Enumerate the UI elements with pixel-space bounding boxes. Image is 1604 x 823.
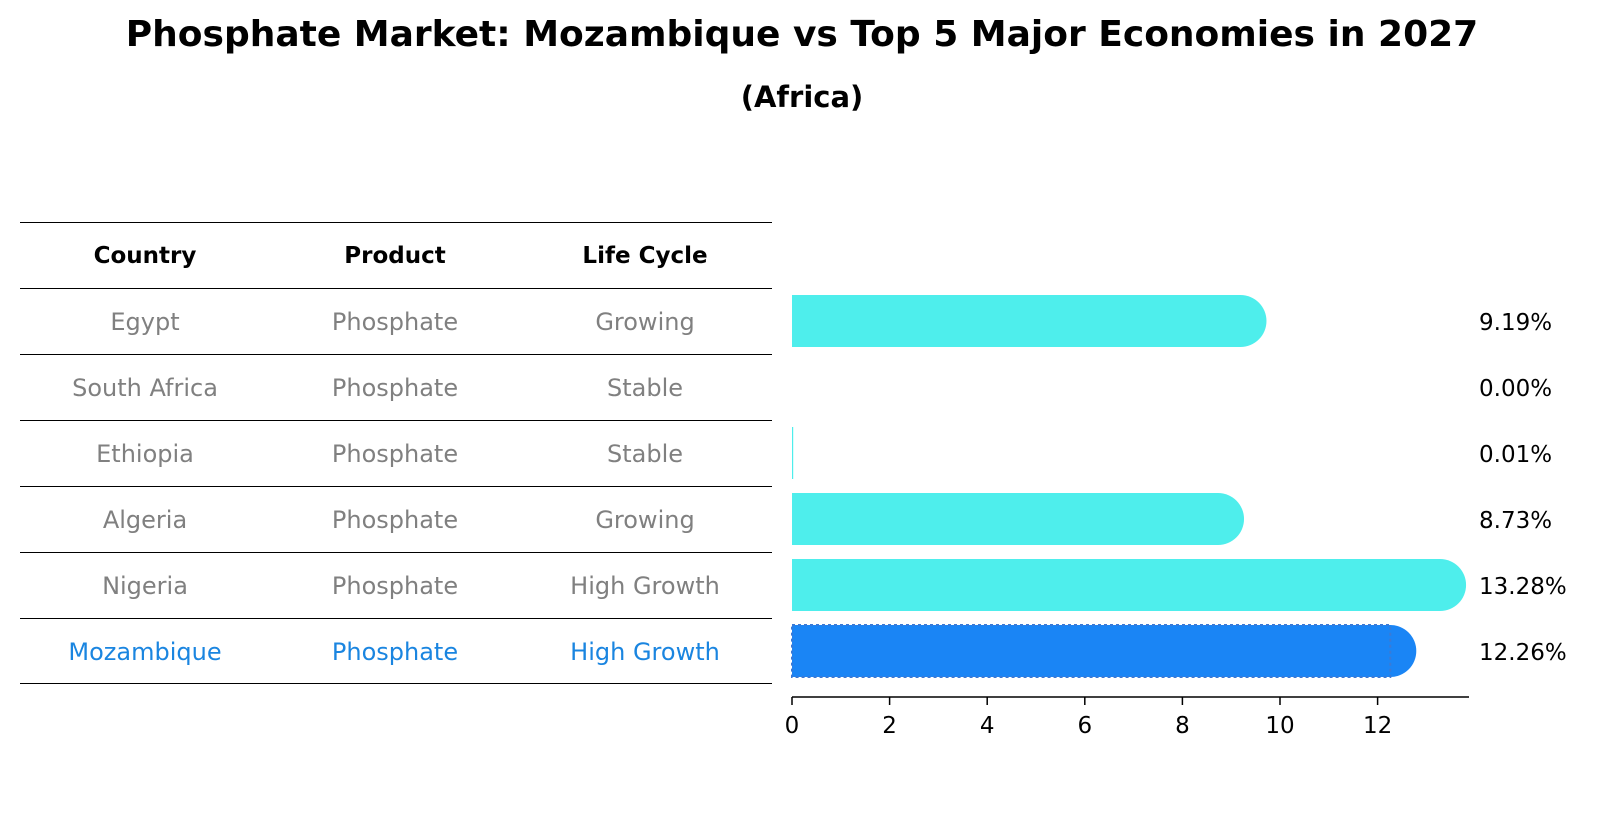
table-row-highlighted: Mozambique Phosphate High Growth [20,618,772,684]
bar-nigeria [792,559,1467,611]
life-cycle-cell: High Growth [570,638,720,666]
value-label: 8.73% [1479,508,1552,534]
chart-subtitle: (Africa) [740,80,864,114]
table-row: South Africa Phosphate Stable [20,354,772,420]
table-row: Egypt Phosphate Growing [20,288,772,354]
table-row: Algeria Phosphate Growing [20,486,772,552]
life-cycle-cell: Stable [606,374,684,402]
x-tick-label: 2 [882,713,897,739]
value-label: 9.19% [1479,310,1552,336]
life-cycle-cell: Growing [595,308,695,336]
bar-mozambique [792,625,1417,677]
x-tick-label: 10 [1265,713,1294,739]
country-cell: Mozambique [68,638,222,666]
value-label: 12.26% [1479,640,1567,666]
bar-ethiopia [792,427,794,479]
life-cycle-cell: Stable [606,440,684,468]
x-axis: 0 2 4 6 8 10 12 [785,696,1469,739]
bar-egypt [792,295,1267,347]
chart-title: Phosphate Market: Mozambique vs Top 5 Ma… [125,14,1479,55]
country-cell: Ethiopia [96,440,194,468]
product-cell: Phosphate [331,506,459,534]
value-label: 13.28% [1479,574,1567,600]
x-tick-label: 4 [980,713,995,739]
value-labels-group: 9.19% 0.00% 0.01% 8.73% 13.28% 12.26% [1479,310,1567,666]
value-label: 0.00% [1479,376,1552,402]
table-header-row: Country Product Life Cycle [20,222,772,288]
x-tick-label: 8 [1175,713,1190,739]
country-cell: South Africa [72,374,218,402]
bar-algeria [792,493,1245,545]
highlight-outline [791,624,1392,678]
table-row: Nigeria Phosphate High Growth [20,552,772,618]
country-cell: Algeria [102,506,188,534]
product-cell: Phosphate [331,308,459,336]
table-row: Ethiopia Phosphate Stable [20,420,772,486]
bars-group [791,295,1467,678]
life-cycle-cell: Growing [595,506,695,534]
value-label: 0.01% [1479,442,1552,468]
x-tick-label: 0 [785,713,800,739]
header-product: Product [344,243,446,269]
x-tick-label: 12 [1363,713,1392,739]
country-cell: Nigeria [102,572,188,600]
header-country: Country [93,243,197,269]
product-cell: Phosphate [331,440,459,468]
product-cell: Phosphate [331,572,459,600]
x-tick-label: 6 [1077,713,1092,739]
product-cell: Phosphate [331,638,459,666]
country-cell: Egypt [110,308,180,336]
data-table: Country Product Life Cycle Egypt Phospha… [20,222,772,684]
life-cycle-cell: High Growth [570,572,720,600]
header-life-cycle: Life Cycle [582,243,708,269]
product-cell: Phosphate [331,374,459,402]
